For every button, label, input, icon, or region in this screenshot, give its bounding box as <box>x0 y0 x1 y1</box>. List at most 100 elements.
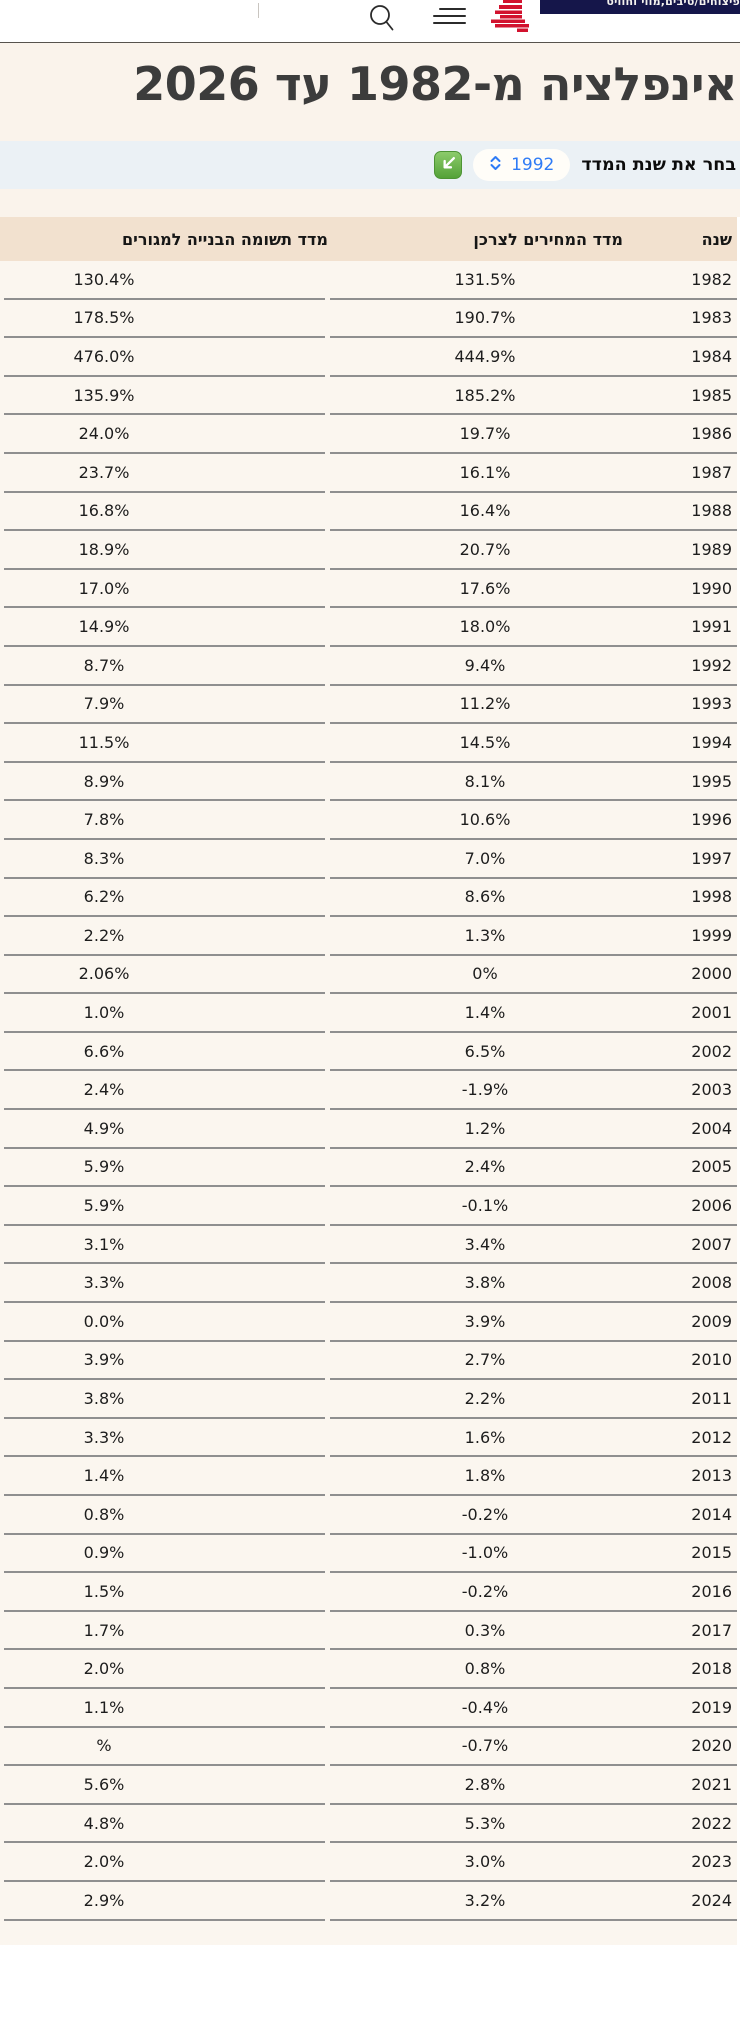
year-select[interactable]: 1992 <box>473 149 571 181</box>
table-row: 3.3% 3.8% 2008 <box>0 1264 737 1304</box>
partial-next-row <box>0 1920 737 1945</box>
year-cell: 1988 <box>691 501 732 521</box>
year-cell: 2009 <box>691 1311 732 1331</box>
year-cell: 2017 <box>691 1620 732 1640</box>
year-cell: 2024 <box>691 1890 732 1910</box>
building-index-cell: 8.3% <box>83 848 125 868</box>
column-gap <box>325 531 330 570</box>
year-selector-label: בחר את שנת המדד <box>581 155 736 175</box>
column-gap <box>325 1110 330 1149</box>
column-gap <box>325 801 330 840</box>
cpi-cell: 19.7% <box>459 424 511 444</box>
column-gap <box>325 1766 330 1805</box>
cpi-cell: 6.5% <box>464 1041 506 1061</box>
building-index-cell: 18.9% <box>78 539 130 559</box>
table-row: 3.1% 3.4% 2007 <box>0 1225 737 1265</box>
cpi-cell: 14.5% <box>459 732 511 752</box>
column-gap <box>325 685 330 725</box>
share-button[interactable] <box>434 151 463 179</box>
year-cell: 1989 <box>691 539 732 559</box>
table-row: 130.4% 131.5% 1982 <box>0 261 737 300</box>
table-row: 8.3% 7.0% 1997 <box>0 839 737 879</box>
year-selector-bar: בחר את שנת המדד 1992 <box>0 141 740 189</box>
building-index-cell: 1.7% <box>83 1620 125 1640</box>
cpi-cell: 131.5% <box>454 269 516 289</box>
table-row: 1.7% 0.3% 2017 <box>0 1611 737 1651</box>
column-gap <box>325 646 330 686</box>
clipped-nav-banner-text: פיצוחים/טיבים,מווי וחוויט <box>606 0 740 8</box>
column-gap <box>325 1303 330 1342</box>
table-row: 14.9% 18.0% 1991 <box>0 608 737 647</box>
column-gap <box>325 492 330 532</box>
clipped-nav-banner[interactable]: פיצוחים/טיבים,מווי וחוויט <box>540 0 740 14</box>
table-row: 6.2% 8.6% 1998 <box>0 878 737 918</box>
table-row: 476.0% 444.9% 1984 <box>0 338 737 377</box>
column-gap <box>325 1881 330 1921</box>
cpi-cell: 18.0% <box>459 617 511 637</box>
table-row: 2.0% 3.0% 2023 <box>0 1843 737 1882</box>
year-cell: 2015 <box>691 1543 732 1563</box>
building-index-cell: 17.0% <box>78 578 130 598</box>
building-index-cell: 23.7% <box>78 462 130 482</box>
cpi-cell: -0.2% <box>461 1581 509 1601</box>
header-building-index: מדד תשומה הבנייה למגורים <box>121 229 328 249</box>
building-index-cell: 2.2% <box>83 925 125 945</box>
table-row: 2.9% 3.2% 2024 <box>0 1881 737 1921</box>
select-chevrons-icon <box>489 154 502 176</box>
building-index-cell: 8.7% <box>83 655 125 675</box>
year-cell: 2004 <box>691 1118 732 1138</box>
cpi-cell: -0.7% <box>461 1736 509 1756</box>
column-gap <box>325 1148 330 1188</box>
building-index-cell: 2.06% <box>78 964 130 984</box>
cpi-cell: 20.7% <box>459 539 511 559</box>
table-row: 0.8% -0.2% 2014 <box>0 1496 737 1535</box>
table-row: 1.5% -0.2% 2016 <box>0 1573 737 1612</box>
year-cell: 1997 <box>691 848 732 868</box>
menu-button[interactable] <box>431 7 466 27</box>
cpi-cell: 190.7% <box>454 308 516 328</box>
building-index-cell: 3.3% <box>83 1427 125 1447</box>
building-index-cell: 1.4% <box>83 1466 125 1486</box>
arrow-down-left-icon <box>438 154 458 177</box>
year-cell: 2000 <box>691 964 732 984</box>
table-row: % -0.7% 2020 <box>0 1727 737 1767</box>
site-logo-icon[interactable] <box>483 0 531 32</box>
cpi-cell: 16.1% <box>459 462 511 482</box>
page-title: אינפלציה מ-1982 עד 2026 <box>133 57 737 111</box>
cpi-cell: -1.0% <box>461 1543 509 1563</box>
column-gap <box>325 608 330 647</box>
table-row: 2.4% -1.9% 2003 <box>0 1071 737 1111</box>
column-gap <box>325 994 330 1033</box>
building-index-cell: 3.3% <box>83 1273 125 1293</box>
top-navbar: פיצוחים/טיבים,מווי וחוויט <box>0 0 740 43</box>
table-row: 18.9% 20.7% 1989 <box>0 531 737 570</box>
year-cell: 1998 <box>691 887 732 907</box>
search-icon <box>366 5 398 37</box>
column-gap <box>325 299 330 339</box>
cpi-cell: 2.7% <box>464 1350 506 1370</box>
table-row: 135.9% 185.2% 1985 <box>0 376 737 416</box>
search-button[interactable] <box>366 2 398 34</box>
building-index-cell: 0.9% <box>83 1543 125 1563</box>
year-cell: 2008 <box>691 1273 732 1293</box>
cpi-cell: 3.2% <box>464 1890 506 1910</box>
column-gap <box>325 839 330 879</box>
building-index-cell: 2.0% <box>83 1659 125 1679</box>
year-cell: 2021 <box>691 1774 732 1794</box>
building-index-cell: 1.5% <box>83 1581 125 1601</box>
building-index-cell: 4.9% <box>83 1118 125 1138</box>
navbar-divider <box>258 3 259 18</box>
column-gap <box>325 1688 330 1728</box>
column-gap <box>325 1418 330 1458</box>
building-index-cell: 3.9% <box>83 1350 125 1370</box>
table-row: 2.2% 1.3% 1999 <box>0 917 737 956</box>
table-row: 3.9% 2.7% 2010 <box>0 1341 737 1381</box>
column-gap <box>325 376 330 416</box>
year-cell: 1993 <box>691 694 732 714</box>
table-row: 5.9% 2.4% 2005 <box>0 1148 737 1188</box>
table-row: 5.9% -0.1% 2006 <box>0 1187 737 1226</box>
year-cell: 1986 <box>691 424 732 444</box>
column-gap <box>325 1071 330 1111</box>
column-gap <box>325 1650 330 1689</box>
table-row: 23.7% 16.1% 1987 <box>0 453 737 493</box>
